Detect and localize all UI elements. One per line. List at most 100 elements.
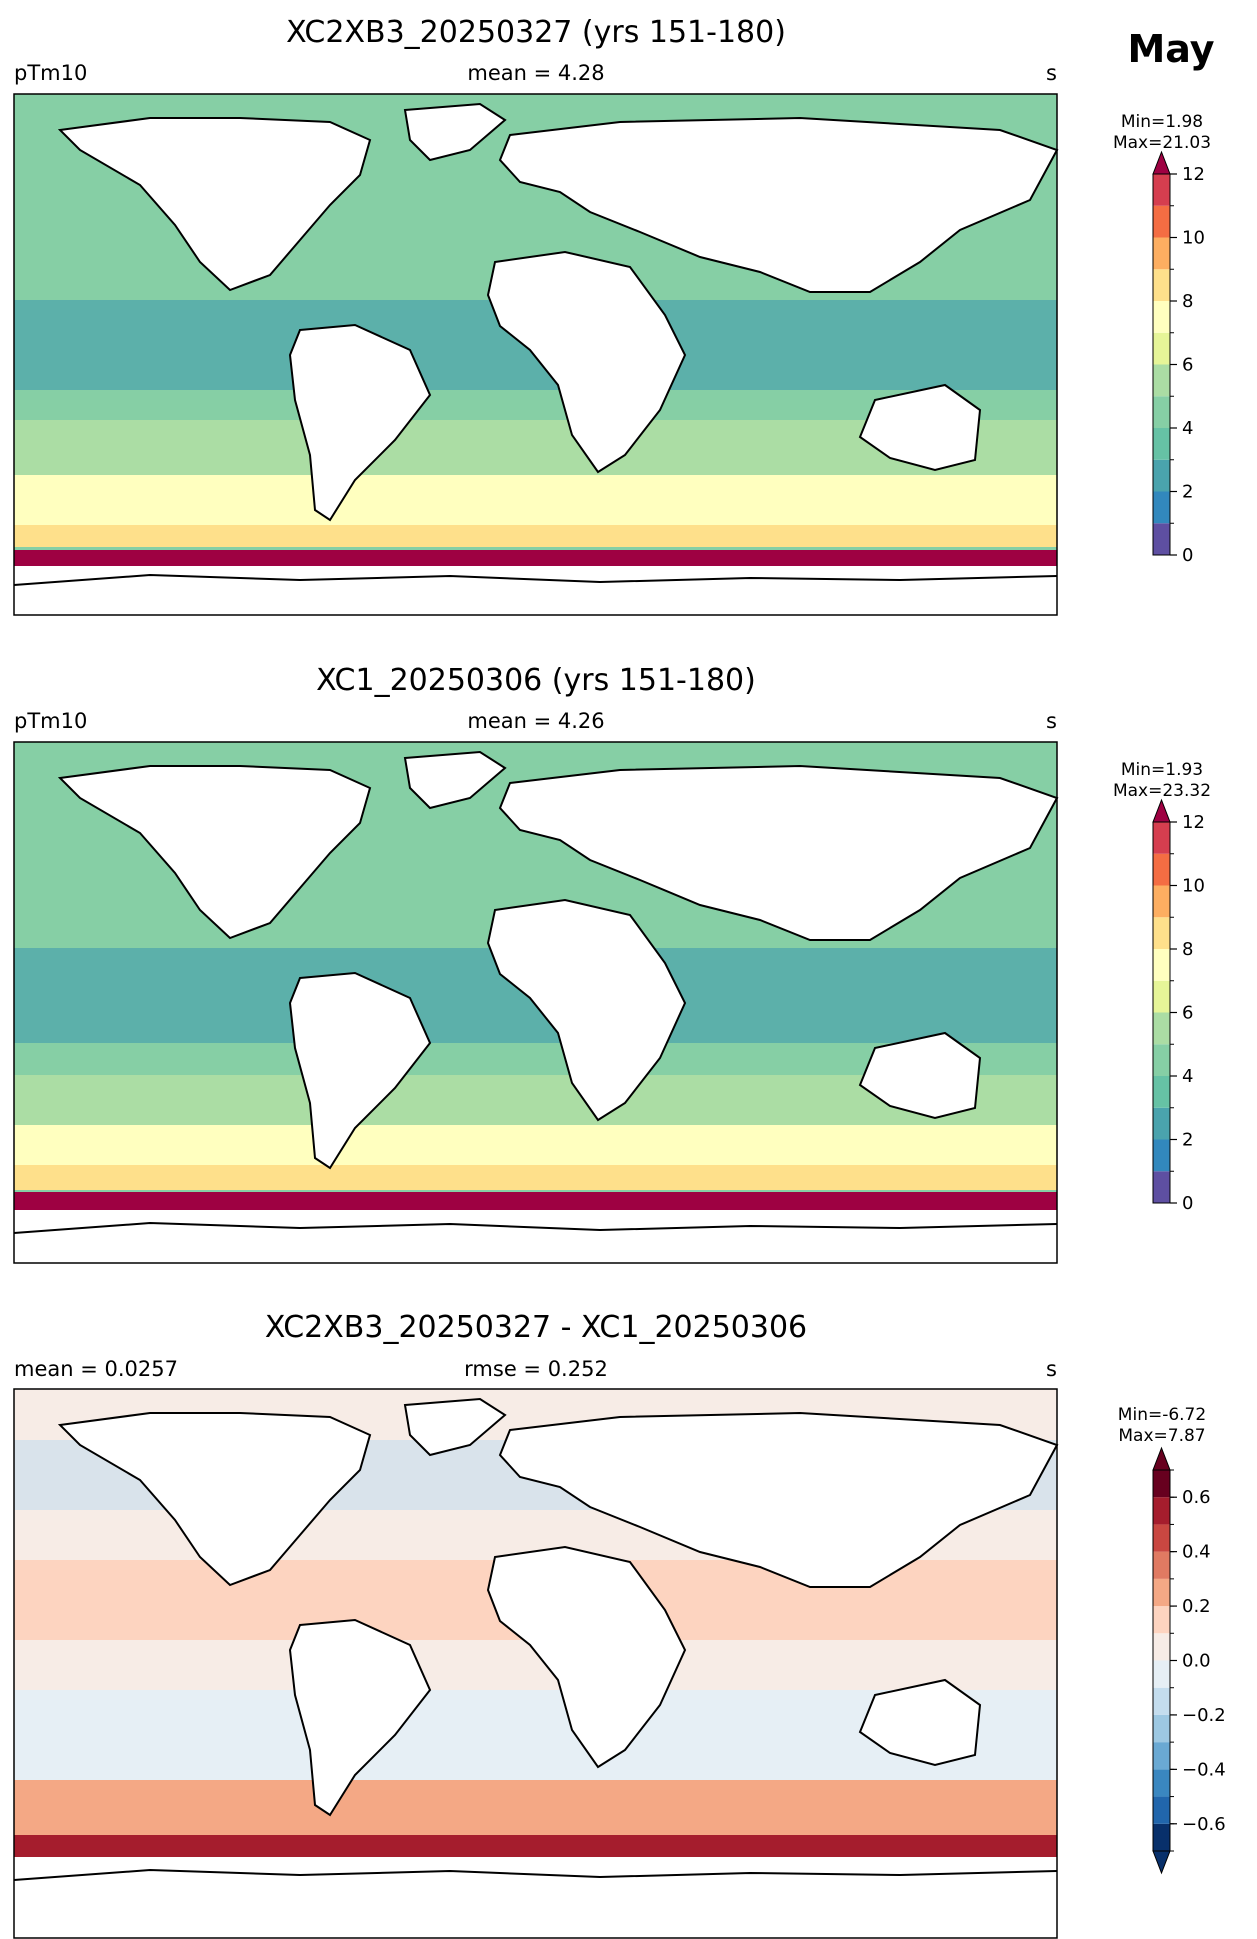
units-label: s (1046, 1357, 1057, 1381)
continents (13, 750, 1059, 1234)
colorbar-extend-min (1152, 1850, 1171, 1875)
antarctica (14, 1857, 1057, 1939)
colorbar-segment (1153, 269, 1170, 301)
colorbar-segment (1153, 885, 1170, 918)
australia (858, 1678, 982, 1767)
units-label: s (1046, 61, 1057, 85)
colorbar-segment (1153, 1660, 1170, 1688)
rmse-label: rmse = 0.252 (464, 1357, 608, 1381)
colorbar-segment (1153, 1796, 1170, 1824)
panel-title: XC1_20250306 (yrs 151-180) (316, 663, 756, 698)
south-america (288, 1618, 432, 1817)
colorbar-segment (1153, 1687, 1170, 1715)
mean-label: mean = 4.26 (467, 709, 604, 733)
colorbar-segment (1153, 1769, 1170, 1797)
left-label: pTm10 (14, 709, 87, 733)
colorbar-segment (1153, 1551, 1170, 1579)
north-america (57, 117, 372, 292)
diff-band-southern-ocean (14, 1780, 1057, 1835)
continents (13, 1397, 1059, 1881)
colorbar-segment (1153, 1633, 1170, 1661)
continents (13, 102, 1059, 586)
north-america (57, 765, 372, 940)
colorbar-tick-label: 0.6 (1182, 1487, 1211, 1508)
colorbar-tick-label: 2 (1182, 482, 1193, 503)
mean-label: mean = 4.28 (467, 61, 604, 85)
left-label: pTm10 (14, 61, 87, 85)
panel-2: XC1_20250306 (yrs 151-180) pTm10 mean = … (13, 663, 1211, 1264)
colorbar-segment (1153, 364, 1170, 397)
colorbar-segment (1153, 1742, 1170, 1770)
africa (486, 250, 687, 474)
units-label: s (1046, 709, 1057, 733)
antarctica-coast (13, 573, 1058, 586)
greenland (403, 750, 507, 810)
africa (486, 1545, 687, 1769)
colorbar-segment (1153, 949, 1170, 981)
min-label: Min=-6.72 (1118, 1405, 1206, 1425)
colorbar-segment (1153, 1606, 1170, 1634)
colorbar-tick-label: 10 (1182, 228, 1205, 249)
colorbar-tick-label: 0 (1182, 1193, 1193, 1214)
antarctica (14, 566, 1057, 615)
panel-1: XC2XB3_20250327 (yrs 151-180) pTm10 mean… (13, 15, 1211, 616)
north-america (57, 1412, 372, 1587)
colorbar-tick-label: 0.2 (1182, 1596, 1211, 1617)
colorbar-segment (1153, 174, 1170, 206)
colorbar-segment (1153, 205, 1170, 238)
australia (858, 1031, 982, 1120)
panel-title: XC2XB3_20250327 - XC1_20250306 (265, 1310, 807, 1345)
eurasia (498, 1411, 1059, 1588)
colorbar-segment (1153, 1714, 1170, 1743)
colorbar-segment (1153, 1076, 1170, 1108)
map-area (13, 93, 1059, 616)
colorbar: −0.6 −0.4 −0.2 0.0 0.2 0.4 0.6 (1152, 1446, 1226, 1875)
colorbar-segment (1153, 491, 1170, 524)
max-label: Max=21.03 (1113, 133, 1211, 153)
colorbar-tick-label: −0.2 (1182, 1705, 1226, 1726)
max-label: Max=23.32 (1113, 781, 1211, 801)
colorbar-tick-label: −0.6 (1182, 1814, 1226, 1835)
colorbar-tick-label: 0.4 (1182, 1542, 1211, 1563)
map-frame (13, 1388, 1058, 1939)
colorbar-segment (1153, 237, 1170, 270)
greenland (403, 102, 507, 162)
colorbar: 0 2 4 6 8 10 12 (1152, 798, 1205, 1214)
colorbar-segment (1153, 1044, 1170, 1076)
greenland (403, 1397, 507, 1457)
antarctica (14, 1210, 1057, 1263)
southern-ocean-high-band (14, 525, 1057, 547)
map-area (13, 741, 1059, 1264)
colorbar-segment (1153, 1524, 1170, 1552)
antarctica-coast (13, 1221, 1058, 1234)
colorbar-tick-label: 8 (1182, 291, 1193, 312)
colorbar-tick-label: 12 (1182, 812, 1205, 833)
colorbar-segment (1153, 332, 1170, 365)
colorbar-segment (1153, 1012, 1170, 1045)
africa (486, 898, 687, 1122)
colorbar-tick-label: 10 (1182, 876, 1205, 897)
colorbar-tick-label: 8 (1182, 939, 1193, 960)
south-america (288, 971, 432, 1170)
colorbar-tick-label: 0.0 (1182, 1651, 1211, 1672)
colorbar-segment (1153, 1470, 1170, 1498)
southern-ocean-high-band (14, 1165, 1057, 1190)
colorbar-segment (1153, 1578, 1170, 1607)
colorbar-segment (1153, 1823, 1170, 1851)
colorbar-segment (1153, 523, 1170, 555)
mean-label: mean = 0.0257 (14, 1357, 178, 1381)
colorbar-tick-label: 6 (1182, 355, 1193, 376)
eurasia (498, 116, 1059, 293)
antarctica-coast (13, 1868, 1058, 1881)
colorbar-segment (1153, 1107, 1170, 1140)
colorbar-segment (1153, 917, 1170, 949)
colorbar-extend-max (1152, 150, 1171, 175)
colorbar-tick-label: 6 (1182, 1003, 1193, 1024)
colorbar-segment (1153, 301, 1170, 333)
min-label: Min=1.93 (1121, 760, 1203, 780)
south-america (288, 323, 432, 522)
colorbar-tick-label: 4 (1182, 1066, 1193, 1087)
colorbar-segment (1153, 1139, 1170, 1172)
colorbar-segment (1153, 428, 1170, 460)
colorbar-tick-label: 2 (1182, 1130, 1193, 1151)
